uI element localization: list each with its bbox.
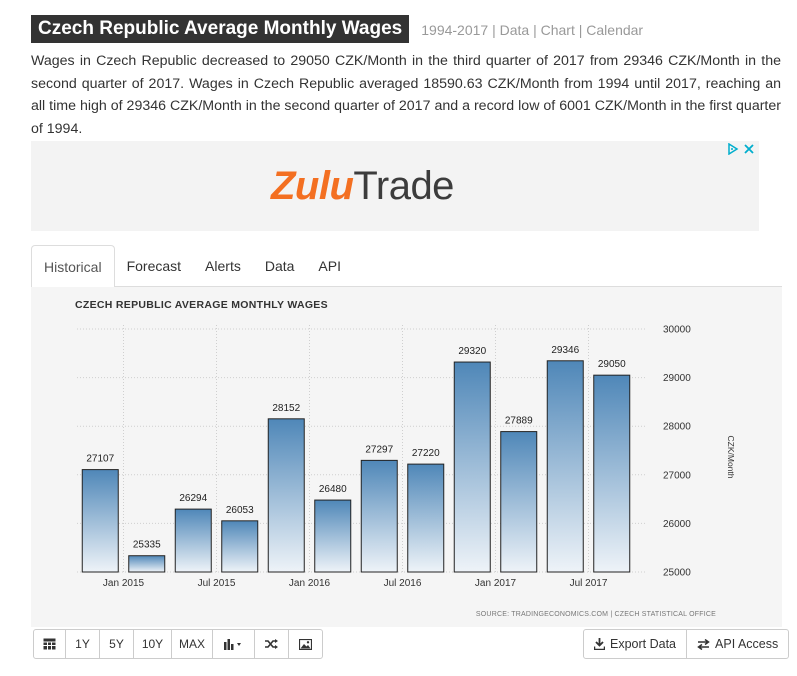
chart-bar: [221, 520, 259, 573]
ad-controls: [727, 142, 755, 158]
bar-value-label: 29320: [458, 346, 486, 357]
chart-bar: [407, 463, 445, 573]
range-max-button[interactable]: MAX: [171, 629, 213, 659]
chart-bar: [128, 555, 166, 573]
export-tools: Export Data API Access: [583, 629, 790, 659]
bar-value-label: 28152: [272, 403, 300, 414]
link-data[interactable]: Data: [499, 22, 530, 38]
export-data-button[interactable]: Export Data: [583, 629, 688, 659]
x-tick-label: Jan 2016: [289, 578, 331, 589]
title-links: 1994-2017 | Data | Chart | Calendar: [421, 22, 643, 38]
y-tick-label: 28000: [663, 422, 691, 433]
y-tick-label: 26000: [663, 519, 691, 530]
bar-chart-icon: [223, 639, 241, 650]
image-icon: [299, 638, 312, 650]
bar-value-label: 27297: [365, 444, 393, 455]
logo-part-zulu: Zulu: [271, 163, 354, 208]
y-axis-label: CZK/Month: [726, 436, 736, 479]
api-access-label: API Access: [715, 637, 779, 651]
tab-data[interactable]: Data: [264, 258, 295, 274]
chart-source: SOURCE: TRADINGECONOMICS.COM | CZECH STA…: [476, 611, 716, 618]
chart-tabs: Historical Forecast Alerts Data API: [31, 245, 782, 288]
export-data-label: Export Data: [610, 637, 677, 651]
shuffle-icon: [265, 639, 278, 649]
x-tick-label: Jul 2016: [384, 578, 422, 589]
y-tick-label: 27000: [663, 470, 691, 481]
chart-bar: [593, 374, 631, 573]
tab-historical[interactable]: Historical: [31, 245, 115, 288]
y-tick-label: 30000: [663, 325, 691, 336]
bar-value-label: 29346: [551, 345, 579, 356]
chart-bar: [81, 469, 119, 573]
chart-title: CZECH REPUBLIC AVERAGE MONTHLY WAGES: [75, 299, 328, 311]
image-button[interactable]: [288, 629, 323, 659]
bar-value-label: 26480: [319, 484, 347, 495]
tab-api[interactable]: API: [318, 258, 341, 274]
x-tick-label: Jan 2015: [103, 578, 145, 589]
tab-forecast[interactable]: Forecast: [126, 258, 182, 274]
chart-toolbar: 1Y 5Y 10Y MAX: [33, 629, 323, 659]
logo-part-trade: Trade: [353, 163, 454, 208]
range-5y-button[interactable]: 5Y: [99, 629, 134, 659]
x-tick-label: Jul 2015: [198, 578, 236, 589]
link-chart[interactable]: Chart: [540, 22, 575, 38]
compare-button[interactable]: [254, 629, 289, 659]
separator: |: [574, 22, 587, 38]
chart-bar: [546, 360, 584, 573]
chart-panel: CZECH REPUBLIC AVERAGE MONTHLY WAGES 250…: [31, 287, 782, 627]
adchoices-icon[interactable]: [727, 142, 739, 158]
download-icon: [594, 638, 605, 650]
bar-value-label: 26294: [179, 493, 207, 504]
x-tick-label: Jan 2017: [475, 578, 517, 589]
exchange-icon: [697, 638, 710, 650]
bar-value-label: 27220: [412, 448, 440, 459]
title-row: Czech Republic Average Monthly Wages 199…: [31, 15, 643, 43]
bar-value-label: 27889: [505, 416, 533, 427]
bar-chart: CZECH REPUBLIC AVERAGE MONTHLY WAGES 250…: [75, 299, 736, 618]
separator: |: [488, 22, 500, 38]
advertisement-banner[interactable]: Zulu Trade: [31, 141, 759, 231]
tab-alerts[interactable]: Alerts: [205, 258, 241, 274]
bar-value-label: 29050: [598, 359, 626, 370]
description: Wages in Czech Republic decreased to 290…: [31, 53, 781, 137]
link-calendar[interactable]: Calendar: [586, 22, 644, 38]
separator: |: [529, 22, 541, 38]
chart-bar: [500, 431, 538, 573]
chart-bar: [453, 361, 491, 573]
page-title: Czech Republic Average Monthly Wages: [31, 15, 410, 43]
y-tick-label: 29000: [663, 373, 691, 384]
range-1y-button[interactable]: 1Y: [65, 629, 100, 659]
link-date-range[interactable]: 1994-2017: [421, 22, 489, 38]
chart-type-button[interactable]: [212, 629, 255, 659]
table-icon: [43, 638, 56, 650]
api-access-button[interactable]: API Access: [686, 629, 790, 659]
chart-bar: [360, 459, 398, 573]
chart-bar: [267, 418, 305, 573]
zulutrade-logo[interactable]: Zulu Trade: [271, 163, 454, 209]
range-10y-button[interactable]: 10Y: [133, 629, 172, 659]
bar-value-label: 27107: [86, 454, 114, 465]
chart-bar: [174, 508, 212, 573]
chart-bar: [314, 499, 352, 573]
bar-value-label: 25335: [133, 540, 161, 551]
x-tick-label: Jul 2017: [570, 578, 608, 589]
close-icon[interactable]: [743, 143, 755, 158]
bar-value-label: 26053: [226, 505, 254, 516]
y-tick-label: 25000: [663, 568, 691, 579]
calendar-table-button[interactable]: [33, 629, 66, 659]
